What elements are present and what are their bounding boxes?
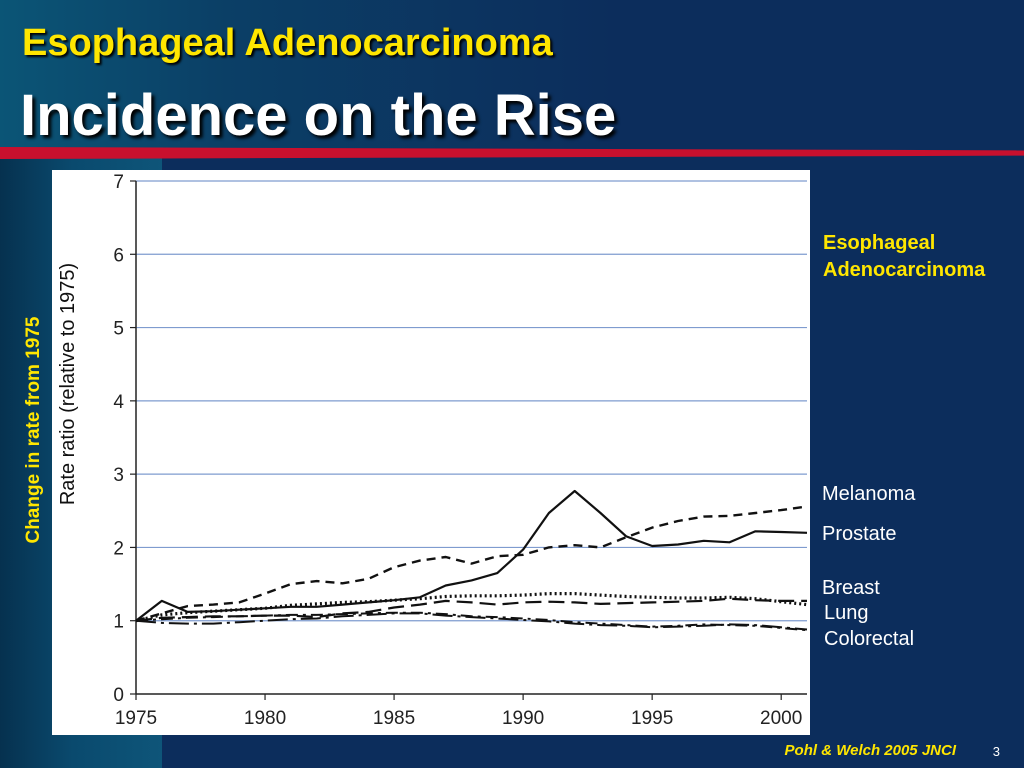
- y-tick-label-6: 6: [113, 245, 124, 266]
- side-axis-label: Change in rate from 1975: [23, 316, 44, 544]
- legend-label-prostate: Prostate: [822, 523, 897, 545]
- slide-title: Esophageal Adenocarcinoma: [22, 22, 553, 64]
- title-band: [0, 0, 1024, 148]
- legend-label-melanoma: Melanoma: [822, 483, 916, 505]
- slide-subtitle: Incidence on the Rise: [20, 83, 617, 148]
- y-tick-label-1: 1: [113, 612, 124, 633]
- series-layer: [135, 489, 808, 632]
- y-tick-label-7: 7: [113, 172, 124, 193]
- title-divider: [0, 147, 1024, 159]
- footer-citation: Pohl & Welch 2005 JNCI: [784, 742, 956, 759]
- series-line-esophageal-adenocarcinoma: [135, 489, 808, 622]
- y-tick-label-5: 5: [113, 319, 124, 340]
- y-axis-label: Rate ratio (relative to 1975): [57, 263, 79, 505]
- series-line-breast: [135, 597, 807, 622]
- x-tick-label-0: 1975: [115, 708, 157, 729]
- x-tick-label-2: 1985: [373, 708, 415, 729]
- legend-label-lung: Lung: [824, 602, 869, 624]
- x-tick-label-4: 1995: [631, 708, 673, 729]
- series-line-colorectal: [135, 612, 808, 631]
- legend-label-breast: Breast: [822, 577, 880, 599]
- x-tick-label-5: 2000: [760, 708, 802, 729]
- y-tick-label-2: 2: [113, 538, 124, 559]
- legend-label-colorectal: Colorectal: [824, 628, 915, 650]
- y-tick-label-4: 4: [113, 392, 124, 413]
- line-chart: 0 1 2 3 4 5 6 7 1975 1980 1985 1990 1995 2000 Rate ra…: [57, 172, 808, 729]
- axis-layer: 0 1 2 3 4 5 6 7 1975 1980 1985 1990 1995 2000: [113, 172, 807, 729]
- slide-number: 3: [992, 744, 1000, 759]
- series-line-melanoma: [135, 505, 808, 622]
- x-tick-label-1: 1980: [244, 708, 286, 729]
- legend-label-esophageal: Esophageal Adenocarcinoma: [823, 232, 986, 281]
- y-tick-label-3: 3: [113, 465, 124, 486]
- chart-panel: 0 1 2 3 4 5 6 7 1975 1980 1985 1990 1995 2000 Rate ra…: [52, 170, 810, 735]
- y-tick-label-0: 0: [113, 685, 124, 706]
- x-tick-label-3: 1990: [502, 708, 544, 729]
- series-line-prostate: [135, 592, 808, 623]
- grid-layer: [136, 180, 807, 622]
